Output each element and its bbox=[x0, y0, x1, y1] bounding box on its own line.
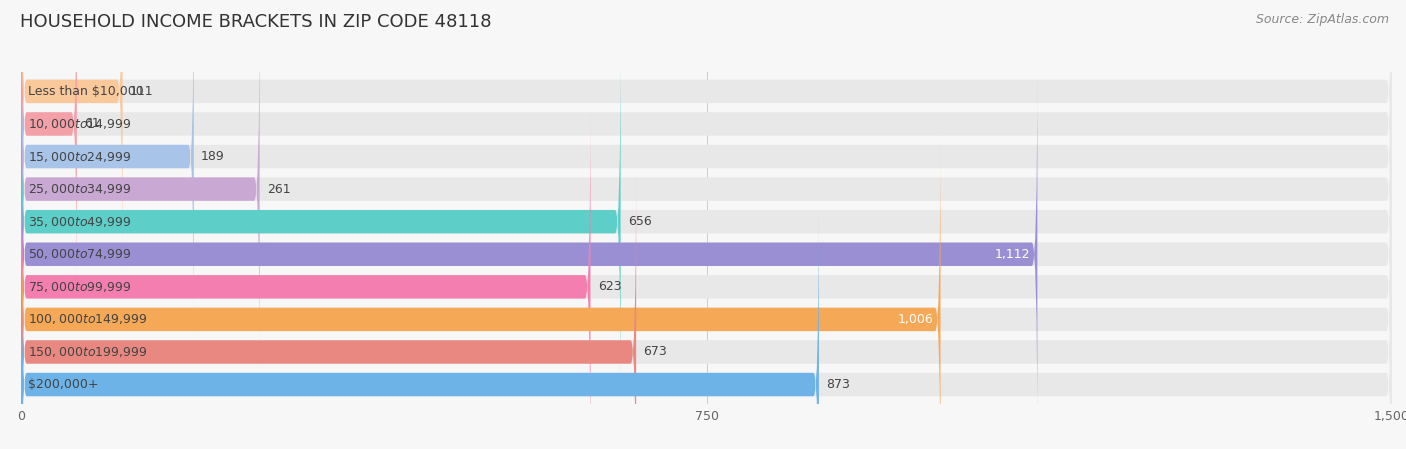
Text: $150,000 to $199,999: $150,000 to $199,999 bbox=[28, 345, 148, 359]
Text: $50,000 to $74,999: $50,000 to $74,999 bbox=[28, 247, 132, 261]
FancyBboxPatch shape bbox=[21, 0, 122, 275]
FancyBboxPatch shape bbox=[21, 70, 1392, 438]
FancyBboxPatch shape bbox=[21, 201, 1392, 449]
Text: 656: 656 bbox=[628, 215, 651, 228]
Text: 261: 261 bbox=[267, 183, 291, 196]
Text: 1,006: 1,006 bbox=[897, 313, 934, 326]
FancyBboxPatch shape bbox=[21, 5, 260, 373]
Text: $25,000 to $34,999: $25,000 to $34,999 bbox=[28, 182, 132, 196]
FancyBboxPatch shape bbox=[21, 0, 1392, 340]
Text: 1,112: 1,112 bbox=[994, 248, 1031, 261]
FancyBboxPatch shape bbox=[21, 5, 1392, 373]
Text: Source: ZipAtlas.com: Source: ZipAtlas.com bbox=[1256, 13, 1389, 26]
Text: 111: 111 bbox=[129, 85, 153, 98]
Text: $10,000 to $14,999: $10,000 to $14,999 bbox=[28, 117, 132, 131]
FancyBboxPatch shape bbox=[21, 70, 1038, 438]
FancyBboxPatch shape bbox=[21, 168, 636, 449]
Text: 873: 873 bbox=[827, 378, 851, 391]
Text: $200,000+: $200,000+ bbox=[28, 378, 98, 391]
FancyBboxPatch shape bbox=[21, 0, 1392, 308]
Text: 673: 673 bbox=[644, 345, 668, 358]
Text: HOUSEHOLD INCOME BRACKETS IN ZIP CODE 48118: HOUSEHOLD INCOME BRACKETS IN ZIP CODE 48… bbox=[20, 13, 491, 31]
Text: $35,000 to $49,999: $35,000 to $49,999 bbox=[28, 215, 132, 229]
FancyBboxPatch shape bbox=[21, 103, 1392, 449]
FancyBboxPatch shape bbox=[21, 201, 818, 449]
FancyBboxPatch shape bbox=[21, 168, 1392, 449]
FancyBboxPatch shape bbox=[21, 38, 1392, 405]
FancyBboxPatch shape bbox=[21, 136, 941, 449]
FancyBboxPatch shape bbox=[21, 136, 1392, 449]
Text: 623: 623 bbox=[598, 280, 621, 293]
Text: $15,000 to $24,999: $15,000 to $24,999 bbox=[28, 150, 132, 163]
FancyBboxPatch shape bbox=[21, 0, 1392, 275]
FancyBboxPatch shape bbox=[21, 103, 591, 449]
Text: $100,000 to $149,999: $100,000 to $149,999 bbox=[28, 313, 148, 326]
Text: Less than $10,000: Less than $10,000 bbox=[28, 85, 145, 98]
FancyBboxPatch shape bbox=[21, 0, 194, 340]
Text: 61: 61 bbox=[84, 118, 100, 131]
Text: 189: 189 bbox=[201, 150, 225, 163]
FancyBboxPatch shape bbox=[21, 38, 620, 405]
FancyBboxPatch shape bbox=[21, 0, 77, 308]
Text: $75,000 to $99,999: $75,000 to $99,999 bbox=[28, 280, 132, 294]
